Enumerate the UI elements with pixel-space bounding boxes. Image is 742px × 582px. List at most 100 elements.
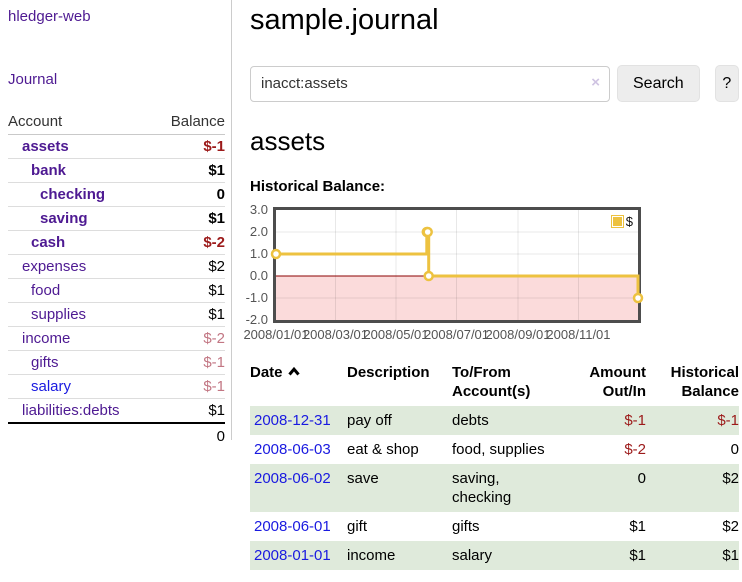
y-axis-label: -1.0 <box>245 290 268 305</box>
sidebar: hledger-web Journal Account Balance asse… <box>0 0 232 448</box>
main-content: sample.journal × Search ? assets Histori… <box>243 0 739 570</box>
sidebar-account-assets[interactable]: assets <box>22 138 69 155</box>
accounts-header-account: Account <box>8 109 155 135</box>
sidebar-account-saving[interactable]: saving <box>40 210 88 227</box>
page-title: sample.journal <box>250 4 439 36</box>
sidebar-account-expenses[interactable]: expenses <box>22 258 87 275</box>
sidebar-account-checking[interactable]: checking <box>40 186 106 203</box>
account-row: assets $-1 <box>8 134 225 159</box>
transactions-table: Date Description To/From Account(s) Amou… <box>250 361 739 570</box>
account-balance: $-1 <box>154 134 225 159</box>
account-balance: $-2 <box>154 326 225 351</box>
transaction-amount: $1 <box>629 518 646 535</box>
account-balance: $1 <box>154 158 225 183</box>
account-row: food $1 <box>8 278 225 303</box>
column-header-accounts: To/From Account(s) <box>452 364 531 400</box>
transaction-date-link[interactable]: 2008-01-01 <box>254 547 331 564</box>
accounts-table: Account Balance assets $-1 bank $1 checking 0… <box>8 109 225 448</box>
transaction-row: 2008-12-31 pay off debts $-1 $-1 <box>250 406 739 435</box>
account-balance: $1 <box>154 278 225 303</box>
transaction-description: eat & shop <box>347 441 419 458</box>
account-row: checking 0 <box>8 182 225 207</box>
chart-legend: $ <box>610 214 633 229</box>
account-row: income $-2 <box>8 326 225 351</box>
column-header-description: Description <box>347 364 430 381</box>
transaction-accounts: debts <box>452 406 576 435</box>
date-header-label: Date <box>250 364 283 381</box>
transaction-date-link[interactable]: 2008-06-02 <box>254 470 331 487</box>
transaction-description: save <box>347 464 452 512</box>
transaction-date-link[interactable]: 2008-06-01 <box>254 518 331 535</box>
sidebar-account-cash[interactable]: cash <box>31 234 66 251</box>
chart-plot-area: $ <box>270 207 644 323</box>
legend-label: $ <box>625 214 633 229</box>
account-row: gifts $-1 <box>8 350 225 375</box>
transaction-date-link[interactable]: 2008-12-31 <box>254 412 331 429</box>
nav-journal-link[interactable]: Journal <box>8 71 58 88</box>
account-row: liabilities:debts $1 <box>8 398 225 424</box>
sidebar-account-salary[interactable]: salary <box>31 378 72 395</box>
column-header-date[interactable]: Date <box>250 361 347 406</box>
y-axis-label: 0.0 <box>249 268 268 283</box>
chart-title: Historical Balance: <box>250 178 386 195</box>
account-balance: $1 <box>154 206 225 231</box>
accounts-table-header: Account Balance <box>8 109 225 135</box>
column-header-amount: Amount Out/In <box>589 364 646 400</box>
x-axis-label: 2008/11/01 <box>546 327 611 342</box>
sidebar-account-supplies[interactable]: supplies <box>31 306 87 323</box>
search-input-wrap: × <box>250 65 610 102</box>
transaction-description: income <box>347 541 452 570</box>
sidebar-account-gifts[interactable]: gifts <box>31 354 59 371</box>
brand-link[interactable]: hledger-web <box>8 8 91 25</box>
transaction-balance: $2 <box>646 464 739 512</box>
transaction-balance: $1 <box>646 541 739 570</box>
help-button[interactable]: ? <box>714 65 739 102</box>
y-axis-label: -2.0 <box>245 312 268 327</box>
transaction-balance: 0 <box>730 441 739 458</box>
sidebar-account-bank[interactable]: bank <box>31 162 67 179</box>
transaction-balance: $2 <box>722 518 739 535</box>
accounts-total-balance: 0 <box>154 422 225 448</box>
transaction-balance: $-1 <box>646 406 739 435</box>
account-row: bank $1 <box>8 158 225 183</box>
x-axis-label: 2008/07/01 <box>423 327 490 342</box>
x-axis-label: 2008/01/01 <box>243 327 309 342</box>
transaction-accounts: gifts <box>452 518 480 535</box>
transaction-amount: 0 <box>576 464 646 512</box>
transaction-row: 2008-06-02 save saving, checking 0 $2 <box>250 464 739 512</box>
transaction-accounts: salary <box>452 541 576 570</box>
account-balance: $-2 <box>154 230 225 255</box>
clear-search-icon[interactable]: × <box>591 73 600 91</box>
sidebar-account-food[interactable]: food <box>31 282 61 299</box>
search-button[interactable]: Search <box>617 65 700 102</box>
account-balance: $-1 <box>154 350 225 375</box>
account-heading: assets <box>250 126 326 156</box>
search-input[interactable] <box>250 65 610 102</box>
x-axis-label: 2008/03/01 <box>302 327 369 342</box>
transaction-accounts: saving, checking <box>452 464 576 512</box>
account-row: saving $1 <box>8 206 225 231</box>
transaction-row: 2008-01-01 income salary $1 $1 <box>250 541 739 570</box>
column-header-balance: Historical Balance <box>670 364 739 400</box>
x-axis-label: 2008/05/01 <box>363 327 429 342</box>
sidebar-account-liabilities-debts[interactable]: liabilities:debts <box>22 402 120 419</box>
transaction-row: 2008-06-03 eat & shop food, supplies $-2 0 <box>250 435 739 464</box>
account-balance: $1 <box>154 302 225 327</box>
sidebar-account-income[interactable]: income <box>22 330 71 347</box>
transaction-amount: $-1 <box>576 406 646 435</box>
y-axis-label: 1.0 <box>249 246 268 261</box>
account-balance: $-1 <box>154 374 225 399</box>
search-form: × Search ? <box>250 65 739 102</box>
account-balance: $2 <box>154 254 225 279</box>
y-axis-label: 2.0 <box>249 224 268 239</box>
transaction-amount: $-2 <box>624 441 646 458</box>
transaction-date-link[interactable]: 2008-06-03 <box>254 441 331 458</box>
account-balance: 0 <box>154 182 225 207</box>
x-axis-label: 2008/09/01 <box>485 327 551 342</box>
transaction-row: 2008-06-01 gift gifts $1 $2 <box>250 512 739 541</box>
y-axis-label: 3.0 <box>249 202 268 217</box>
account-row: supplies $1 <box>8 302 225 327</box>
legend-swatch-icon <box>610 215 624 228</box>
transaction-accounts: food, supplies <box>452 441 545 458</box>
transaction-description: pay off <box>347 406 452 435</box>
